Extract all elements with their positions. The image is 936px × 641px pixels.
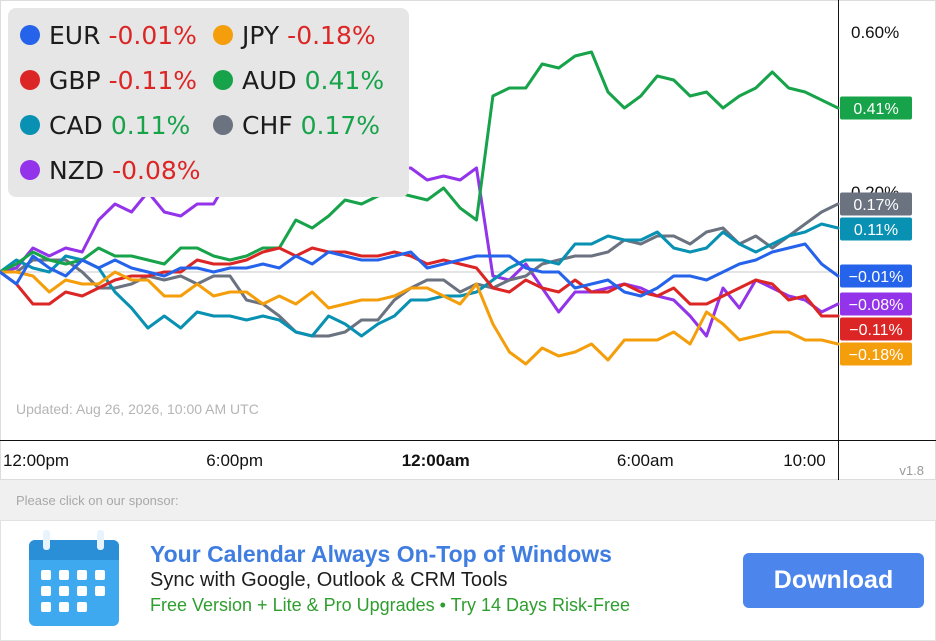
download-button[interactable]: Download <box>743 553 924 608</box>
ad-offer: Free Version + Lite & Pro Upgrades • Try… <box>150 595 630 615</box>
legend-change: 0.17% <box>300 111 381 140</box>
end-label-text: 0.17% <box>853 197 898 214</box>
end-label-eur: −0.01% <box>840 264 912 288</box>
calendar-icon <box>29 530 119 626</box>
legend-dot <box>213 25 233 45</box>
x-tick-label: 12:00pm <box>3 451 69 470</box>
x-tick-label: 10:00 <box>783 451 826 470</box>
series-line-cad <box>0 222 840 338</box>
x-tick-label: 6:00pm <box>206 451 263 470</box>
legend: EUR -0.01% JPY -0.18% GBP -0.11% AUD 0.41% CAD 0.… <box>8 8 409 197</box>
legend-dot <box>213 70 233 90</box>
legend-dot <box>20 70 40 90</box>
sponsor-prompt: Please click on our sponsor: <box>16 493 179 508</box>
legend-change: -0.08% <box>112 156 201 185</box>
legend-change: -0.18% <box>287 21 376 50</box>
end-label-text: 0.11% <box>854 222 898 239</box>
ad-tagline: Sync with Google, Outlook & CRM Tools <box>150 569 508 591</box>
end-label-aud: 0.41% <box>840 96 912 120</box>
legend-change: -0.01% <box>108 21 197 50</box>
legend-change: 0.11% <box>110 111 191 140</box>
legend-item-nzd: NZD -0.08% <box>20 156 201 186</box>
sponsor-ad[interactable]: Your Calendar Always On-Top of Windows S… <box>0 520 936 641</box>
legend-dot <box>213 115 233 135</box>
legend-item-aud: AUD 0.41% <box>213 66 384 96</box>
legend-item-eur: EUR -0.01% <box>20 21 197 51</box>
legend-currency: NZD <box>49 156 105 185</box>
legend-dot <box>20 160 40 180</box>
sponsor-strip: Please click on our sponsor: <box>0 480 936 520</box>
legend-currency: EUR <box>49 21 101 50</box>
legend-item-jpy: JPY -0.18% <box>213 21 376 51</box>
y-tick-label: 0.60% <box>851 23 899 42</box>
legend-currency: GBP <box>49 66 101 95</box>
end-label-text: −0.08% <box>849 297 904 314</box>
x-tick-label: 12:00am <box>402 451 470 470</box>
end-label-nzd: −0.08% <box>840 292 912 316</box>
series-line-jpy <box>0 270 840 366</box>
legend-change: -0.11% <box>108 66 198 95</box>
legend-dot <box>20 25 40 45</box>
end-label-gbp: −0.11% <box>840 317 912 341</box>
end-label-text: −0.11% <box>849 322 903 339</box>
legend-currency: AUD <box>242 66 297 95</box>
ad-title[interactable]: Your Calendar Always On-Top of Windows <box>150 541 612 567</box>
end-label-text: −0.18% <box>849 347 904 364</box>
legend-currency: JPY <box>242 21 280 50</box>
legend-item-chf: CHF 0.17% <box>213 111 380 141</box>
updated-timestamp: Updated: Aug 26, 2026, 10:00 AM UTC <box>16 401 259 417</box>
end-label-text: −0.01% <box>849 269 904 286</box>
end-label-cad: 0.11% <box>840 217 912 241</box>
legend-dot <box>20 115 40 135</box>
version-label: v1.8 <box>899 463 924 478</box>
legend-item-gbp: GBP -0.11% <box>20 66 197 96</box>
legend-currency: CHF <box>242 111 293 140</box>
end-label-jpy: −0.18% <box>840 342 912 366</box>
end-label-chf: 0.17% <box>840 192 912 216</box>
x-tick-label: 6:00am <box>617 451 674 470</box>
end-label-text: 0.41% <box>853 101 898 118</box>
legend-item-cad: CAD 0.11% <box>20 111 190 141</box>
legend-change: 0.41% <box>304 66 385 95</box>
series-line-aud <box>0 50 840 274</box>
series-line-eur <box>0 242 840 298</box>
legend-currency: CAD <box>49 111 103 140</box>
